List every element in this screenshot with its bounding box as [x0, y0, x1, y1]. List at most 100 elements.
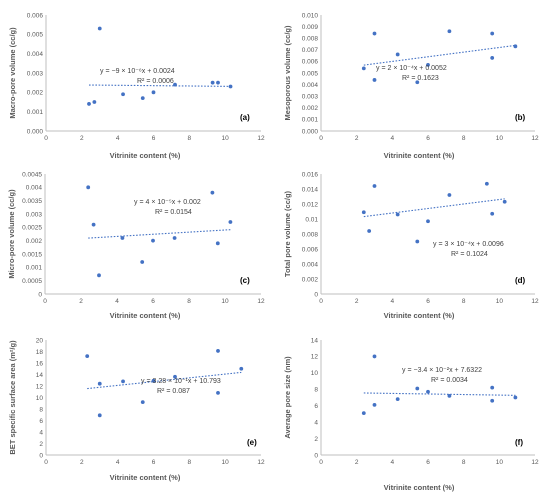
x-tick-label: 6: [152, 459, 156, 466]
x-axis-title: Vitrinite content (%): [110, 151, 181, 160]
x-tick-label: 10: [222, 135, 230, 142]
y-tick-label: 18: [36, 349, 44, 356]
data-point: [228, 84, 233, 89]
chart-panel-1: 0 2 4 6 8 10 12 0.000 0.001 0.002 0.003 0.004 0.005 0…: [8, 12, 265, 160]
y-tick-label: 0: [39, 452, 43, 459]
x-tick-label: 8: [187, 298, 191, 305]
x-tick-label: 6: [426, 135, 430, 142]
x-tick-label: 10: [221, 298, 229, 305]
x-tick-label: 6: [426, 298, 430, 305]
y-tick-label: 10: [311, 370, 319, 377]
x-tick-label: 6: [151, 298, 155, 305]
data-point: [121, 92, 125, 97]
panel-label: (a): [240, 113, 250, 122]
x-tick-label: 0: [44, 459, 48, 466]
data-point: [513, 44, 518, 49]
data-point: [372, 184, 377, 188]
x-tick-label: 8: [462, 298, 466, 305]
data-point: [372, 354, 377, 359]
y-tick-label: 0.008: [302, 36, 319, 43]
trendline: [87, 371, 242, 390]
panel-label: (c): [240, 276, 250, 285]
y-tick-label: 20: [36, 337, 44, 344]
y-tick-label: 8: [314, 387, 318, 394]
y-tick-label: 12: [311, 354, 319, 361]
y-tick-label: 2: [314, 436, 318, 443]
y-tick-label: 0.0045: [22, 171, 42, 178]
data-point: [426, 219, 430, 224]
y-tick-label: 16: [36, 360, 44, 367]
y-tick-label: 0.003: [302, 94, 319, 101]
x-tick-label: 2: [355, 298, 359, 305]
data-point: [372, 31, 377, 36]
data-point: [151, 90, 156, 95]
y-tick-label: 0.006: [27, 12, 44, 19]
trendline-equation: y = 4 × 10⁻⁵x + 0.002: [134, 199, 201, 206]
x-tick-label: 8: [188, 459, 192, 466]
y-tick-label: 0.0005: [22, 278, 42, 285]
trendline: [363, 44, 516, 66]
y-tick-label: 0.012: [302, 201, 319, 208]
y-tick-label: 0.005: [27, 32, 44, 39]
data-point: [140, 260, 145, 264]
data-point: [91, 222, 96, 227]
y-axis-title: Total pore volume (cc/g): [283, 190, 292, 277]
trendline: [88, 84, 231, 87]
x-axis-title: Vitrinite content (%): [384, 483, 455, 492]
data-point: [367, 229, 372, 233]
data-point: [92, 100, 97, 104]
y-tick-label: 0.003: [26, 211, 43, 218]
panel-label: (b): [515, 113, 526, 122]
y-tick-label: 0.004: [26, 185, 43, 192]
y-tick-label: 6: [39, 418, 43, 425]
x-tick-label: 10: [496, 135, 504, 142]
r-squared-label: R² = 0.087: [157, 388, 190, 395]
y-tick-label: 0.004: [302, 261, 319, 268]
x-tick-label: 6: [426, 459, 430, 466]
y-tick-label: 0.002: [302, 105, 319, 112]
data-point: [151, 238, 155, 243]
x-tick-label: 12: [531, 459, 539, 466]
data-point: [87, 102, 91, 106]
y-axis-title: Average pore size (nm): [283, 356, 292, 439]
data-point: [395, 397, 400, 402]
y-tick-label: 0.009: [302, 24, 319, 31]
x-axis-title: Vitrinite content (%): [110, 473, 181, 482]
y-tick-label: 0.000: [302, 128, 319, 135]
x-tick-label: 2: [80, 135, 84, 142]
data-point: [120, 236, 125, 240]
y-tick-label: 0.002: [27, 90, 44, 97]
data-point: [490, 385, 495, 390]
x-tick-label: 0: [319, 459, 323, 466]
trendline: [363, 198, 505, 218]
r-squared-label: R² = 0.0034: [431, 377, 468, 384]
data-point: [372, 78, 377, 82]
trendline-equation: y = 2 × 10⁻⁴x + 0.0052: [376, 65, 447, 72]
x-tick-label: 12: [257, 459, 265, 466]
y-axis-title: Mesoporous volume (cc/g): [283, 25, 292, 121]
y-tick-label: 0.014: [302, 186, 319, 193]
x-tick-label: 12: [531, 298, 539, 305]
y-tick-label: 0.000: [27, 128, 44, 135]
data-point: [372, 402, 377, 407]
data-point: [490, 31, 495, 36]
r-squared-label: R² = 0.0006: [137, 78, 174, 85]
data-point: [490, 398, 495, 403]
x-tick-label: 12: [531, 135, 539, 142]
y-tick-label: 4: [39, 429, 43, 436]
trendline-equation: y = 3 × 10⁻⁴x + 0.0096: [433, 241, 504, 248]
data-point: [210, 190, 215, 195]
data-point: [502, 199, 507, 204]
y-tick-label: 14: [311, 337, 319, 344]
x-tick-label: 12: [257, 298, 265, 305]
data-point: [361, 411, 366, 416]
x-tick-label: 10: [222, 459, 230, 466]
y-tick-label: 0.005: [302, 70, 319, 77]
trendline: [363, 392, 516, 396]
y-tick-label: 0.007: [302, 47, 319, 54]
x-tick-label: 0: [43, 298, 47, 305]
x-tick-label: 4: [391, 459, 395, 466]
data-point: [173, 82, 177, 87]
x-tick-label: 0: [44, 135, 48, 142]
